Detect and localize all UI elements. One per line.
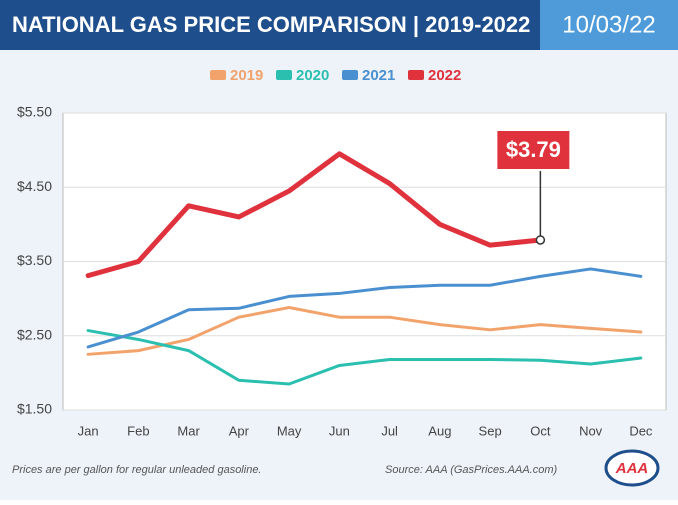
legend-label: 2021: [362, 67, 395, 84]
series-line: [86, 267, 643, 349]
legend-swatch: [276, 70, 292, 80]
callout-box: [495, 129, 572, 171]
series-line: [86, 306, 643, 356]
x-tick-label: Jan: [78, 423, 99, 438]
source: Source: AAA (GasPrices.AAA.com): [385, 464, 558, 476]
logo-text: AAA: [615, 460, 649, 477]
y-tick-label: $4.50: [17, 178, 52, 194]
series-line: [85, 151, 543, 279]
x-tick-label: Oct: [530, 423, 551, 438]
date: 10/03/22: [562, 11, 655, 38]
x-tick-label: Jun: [329, 423, 350, 438]
y-tick-label: $5.50: [17, 104, 52, 120]
legend-swatch: [408, 70, 424, 80]
y-tick-label: $3.50: [17, 252, 52, 268]
x-tick-label: Nov: [579, 423, 603, 438]
y-tick-label: $1.50: [17, 401, 52, 417]
date-box: [540, 0, 678, 50]
x-tick-label: Feb: [127, 423, 149, 438]
legend-swatch: [342, 70, 358, 80]
x-tick-label: Dec: [629, 423, 653, 438]
x-tick-label: Sep: [479, 423, 502, 438]
x-tick-label: Mar: [177, 423, 200, 438]
title: NATIONAL GAS PRICE COMPARISON | 2019-202…: [12, 12, 530, 37]
y-tick-label: $2.50: [17, 326, 52, 342]
legend-label: 2020: [296, 67, 329, 84]
legend-label: 2022: [428, 67, 461, 84]
legend-label: 2019: [230, 67, 263, 84]
x-tick-label: May: [277, 423, 302, 438]
x-tick-label: Aug: [428, 423, 451, 438]
end-point: [535, 235, 546, 245]
logo: [604, 449, 660, 487]
x-tick-label: Apr: [229, 423, 250, 438]
footnote: Prices are per gallon for regular unlead…: [12, 464, 262, 476]
x-tick-label: Jul: [381, 423, 398, 438]
header-bar: [0, 0, 540, 50]
series-line: [86, 329, 643, 386]
legend-swatch: [210, 70, 226, 80]
value-label: $3.79: [506, 137, 561, 162]
